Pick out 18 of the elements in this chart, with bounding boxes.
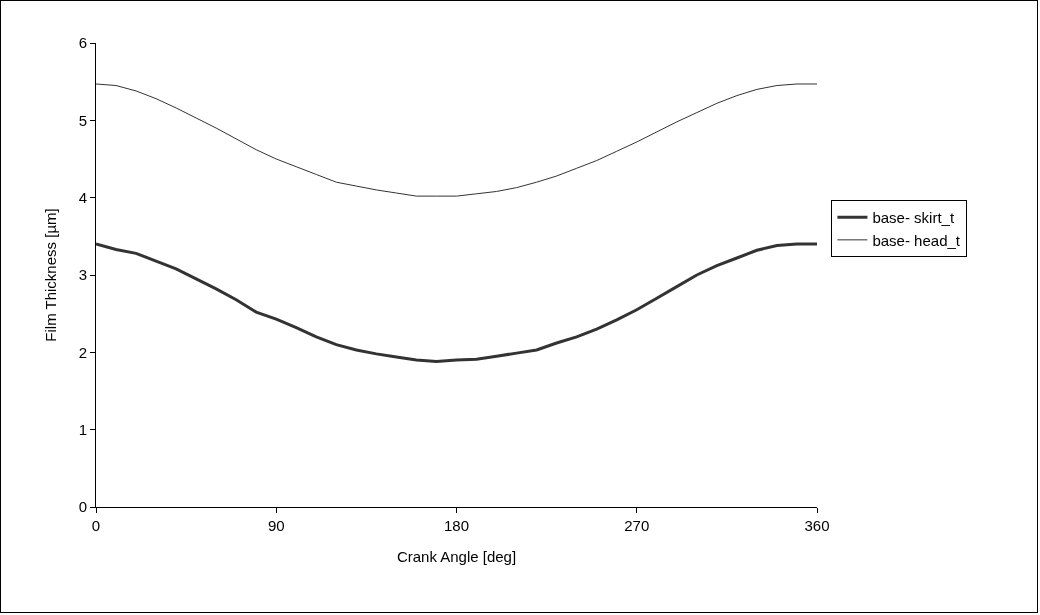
line-series	[96, 83, 817, 197]
x-tick-label: 270	[624, 517, 650, 534]
x-tick-label: 180	[443, 517, 470, 534]
legend-label: base- head_t	[872, 231, 961, 249]
y-tick-label: 2	[78, 343, 87, 361]
x-tick-label: 360	[804, 517, 830, 534]
x-axis-title: Crank Angle [deg]	[396, 548, 517, 565]
y-tick-label: 5	[78, 111, 87, 129]
y-tick-label: 4	[78, 188, 87, 206]
line-series	[96, 242, 817, 364]
x-tick-label: 0	[91, 517, 101, 534]
y-tick-label: 3	[78, 266, 87, 284]
y-tick-label: 0	[78, 498, 87, 516]
legend-label: base- skirt_t	[872, 209, 955, 227]
x-tick-label: 90	[267, 517, 285, 534]
y-tick-label: 1	[78, 420, 87, 438]
y-tick-label: 6	[78, 34, 87, 52]
y-axis-title: Film Thickness [µm]	[42, 208, 59, 342]
